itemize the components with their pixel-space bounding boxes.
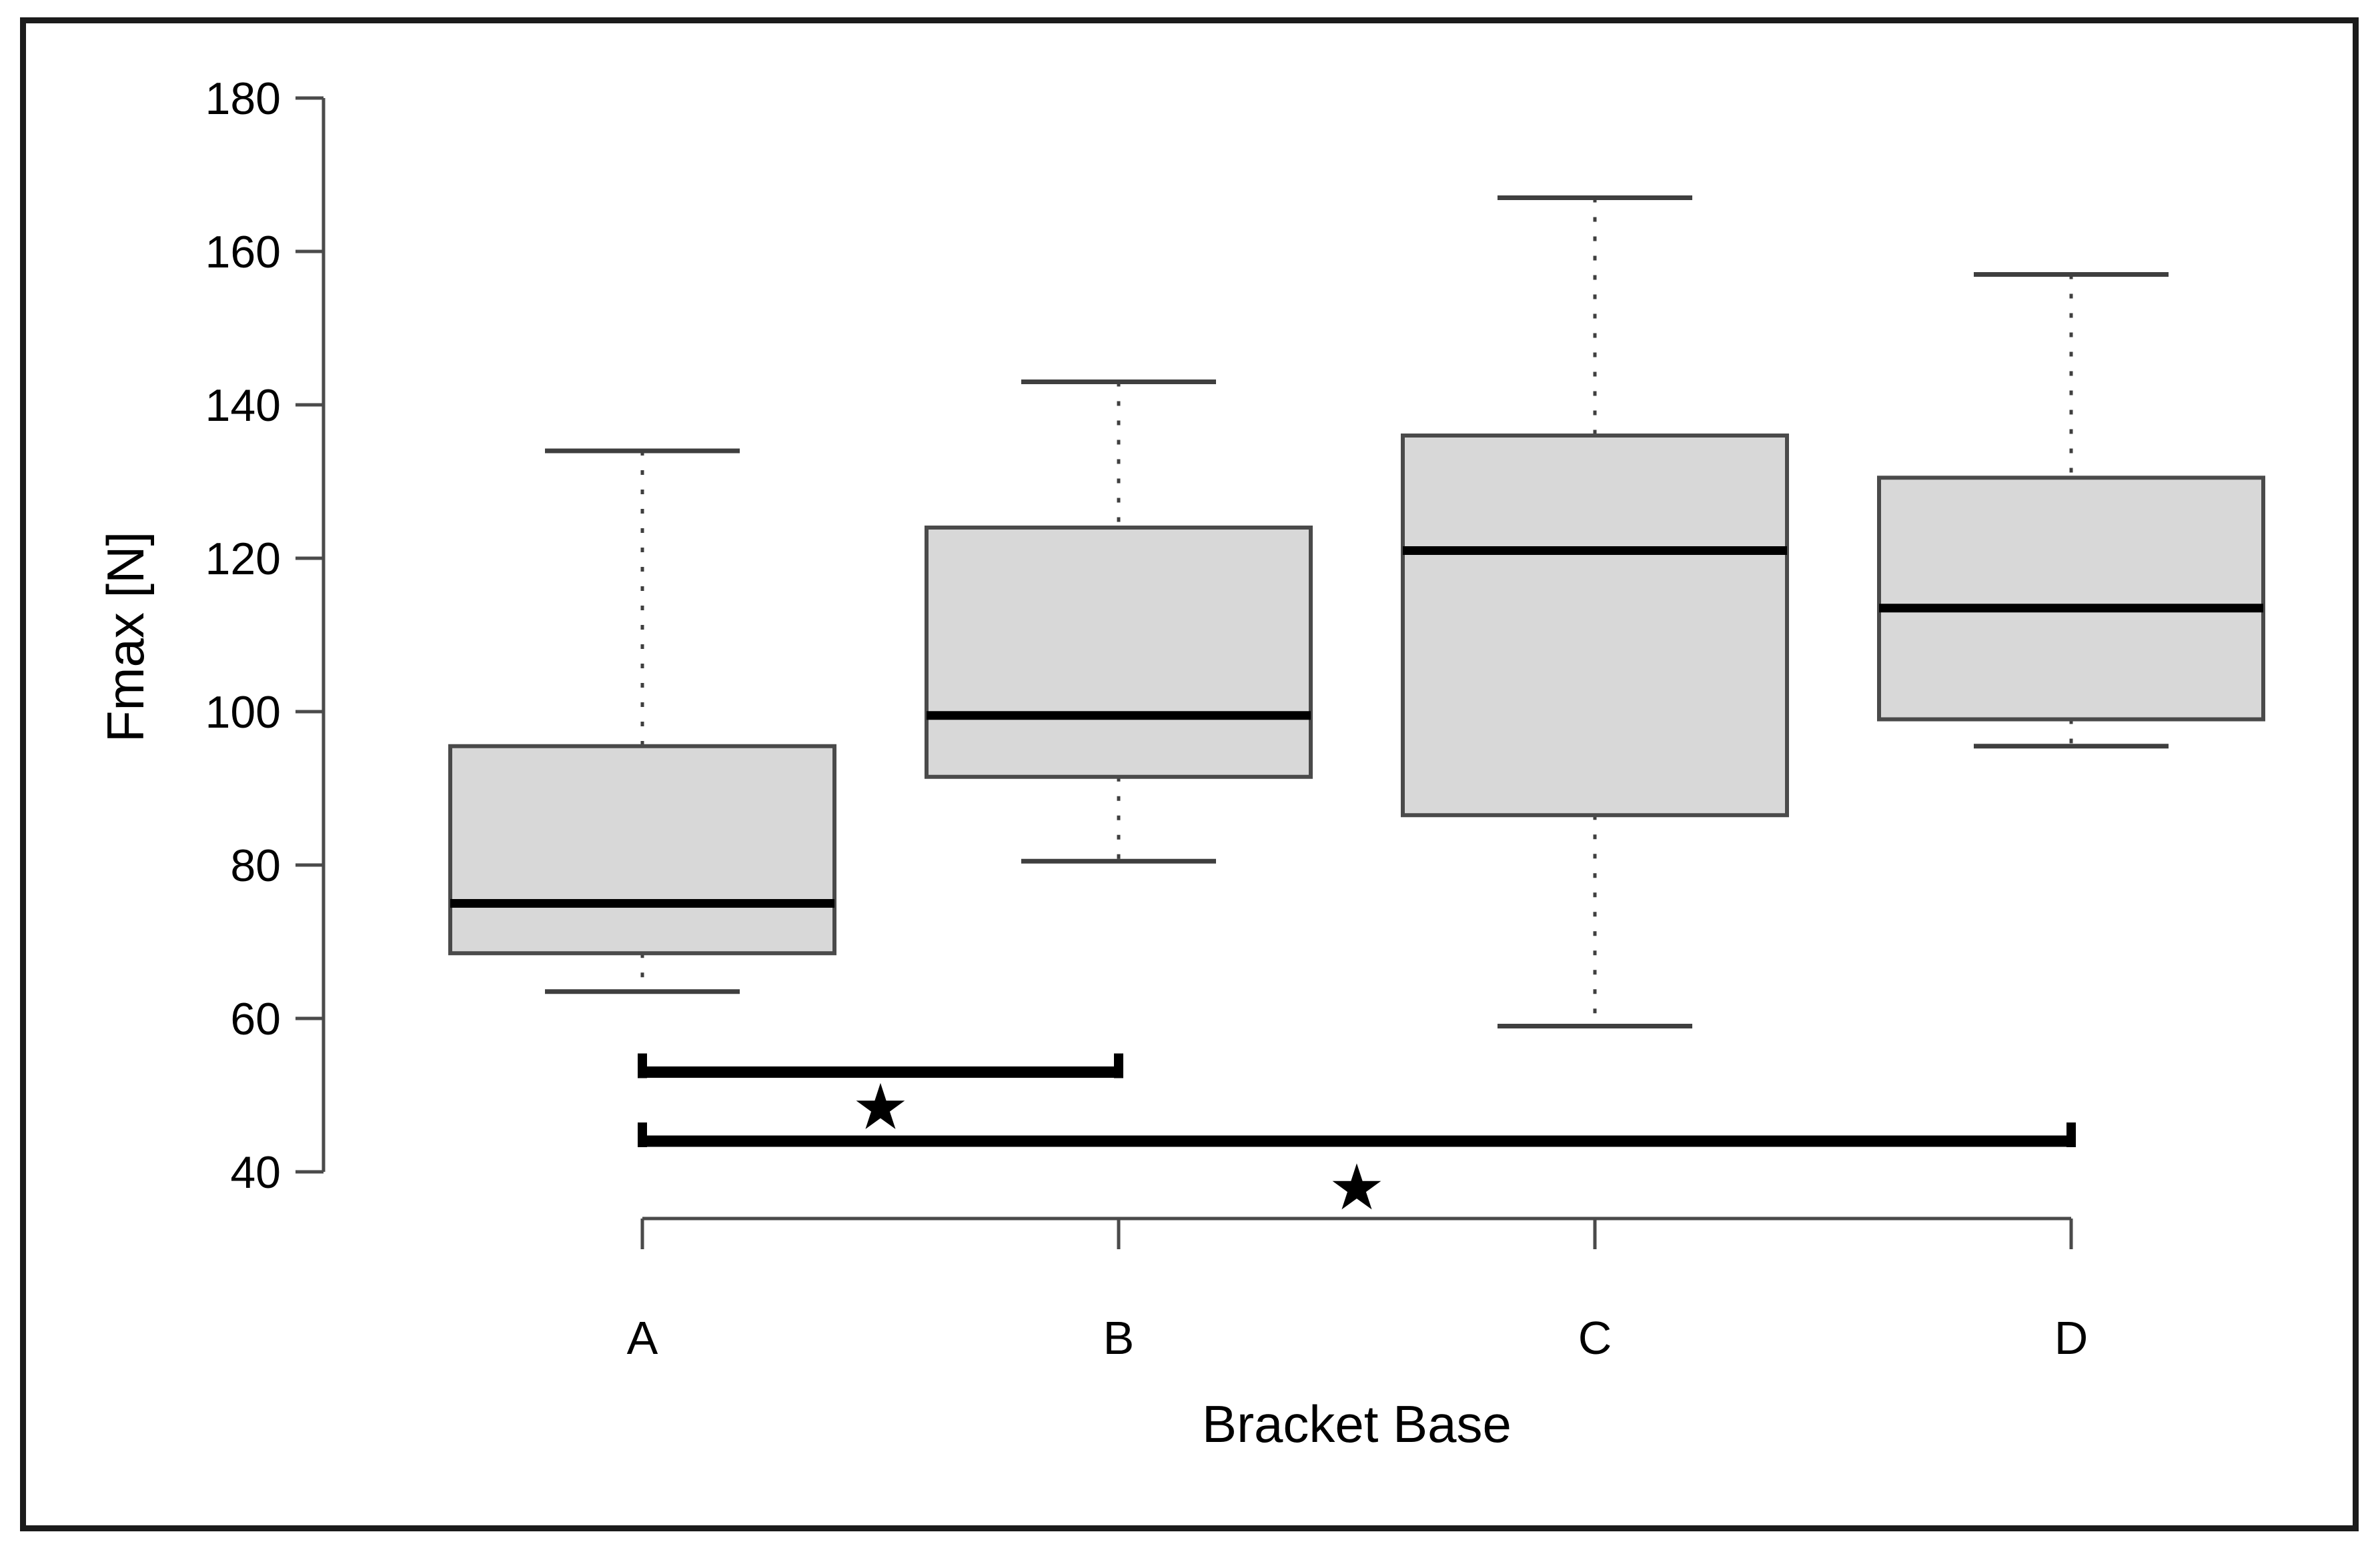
y-tick-label-40: 40 bbox=[230, 1147, 281, 1198]
box-A bbox=[448, 744, 836, 956]
box-B bbox=[925, 526, 1313, 779]
x-axis-title: Bracket Base bbox=[1202, 1395, 1512, 1453]
significance-star-1: ★ bbox=[1328, 1152, 1385, 1223]
y-tick-label-60: 60 bbox=[230, 994, 281, 1044]
x-category-label-A: A bbox=[627, 1312, 658, 1364]
y-tick-label-80: 80 bbox=[230, 840, 281, 891]
y-tick-label-180: 180 bbox=[205, 73, 281, 124]
y-tick-label-160: 160 bbox=[205, 227, 281, 277]
x-category-label-C: C bbox=[1578, 1312, 1612, 1364]
box-C bbox=[1401, 434, 1789, 818]
y-tick-label-100: 100 bbox=[205, 687, 281, 738]
y-tick-label-140: 140 bbox=[205, 380, 281, 431]
y-axis-title: Fmax [N] bbox=[96, 532, 155, 742]
y-tick-label-120: 120 bbox=[205, 534, 281, 584]
x-category-label-D: D bbox=[2054, 1312, 2089, 1364]
box-D bbox=[1877, 476, 2265, 722]
significance-star-0: ★ bbox=[852, 1072, 909, 1142]
x-category-label-B: B bbox=[1103, 1312, 1135, 1364]
